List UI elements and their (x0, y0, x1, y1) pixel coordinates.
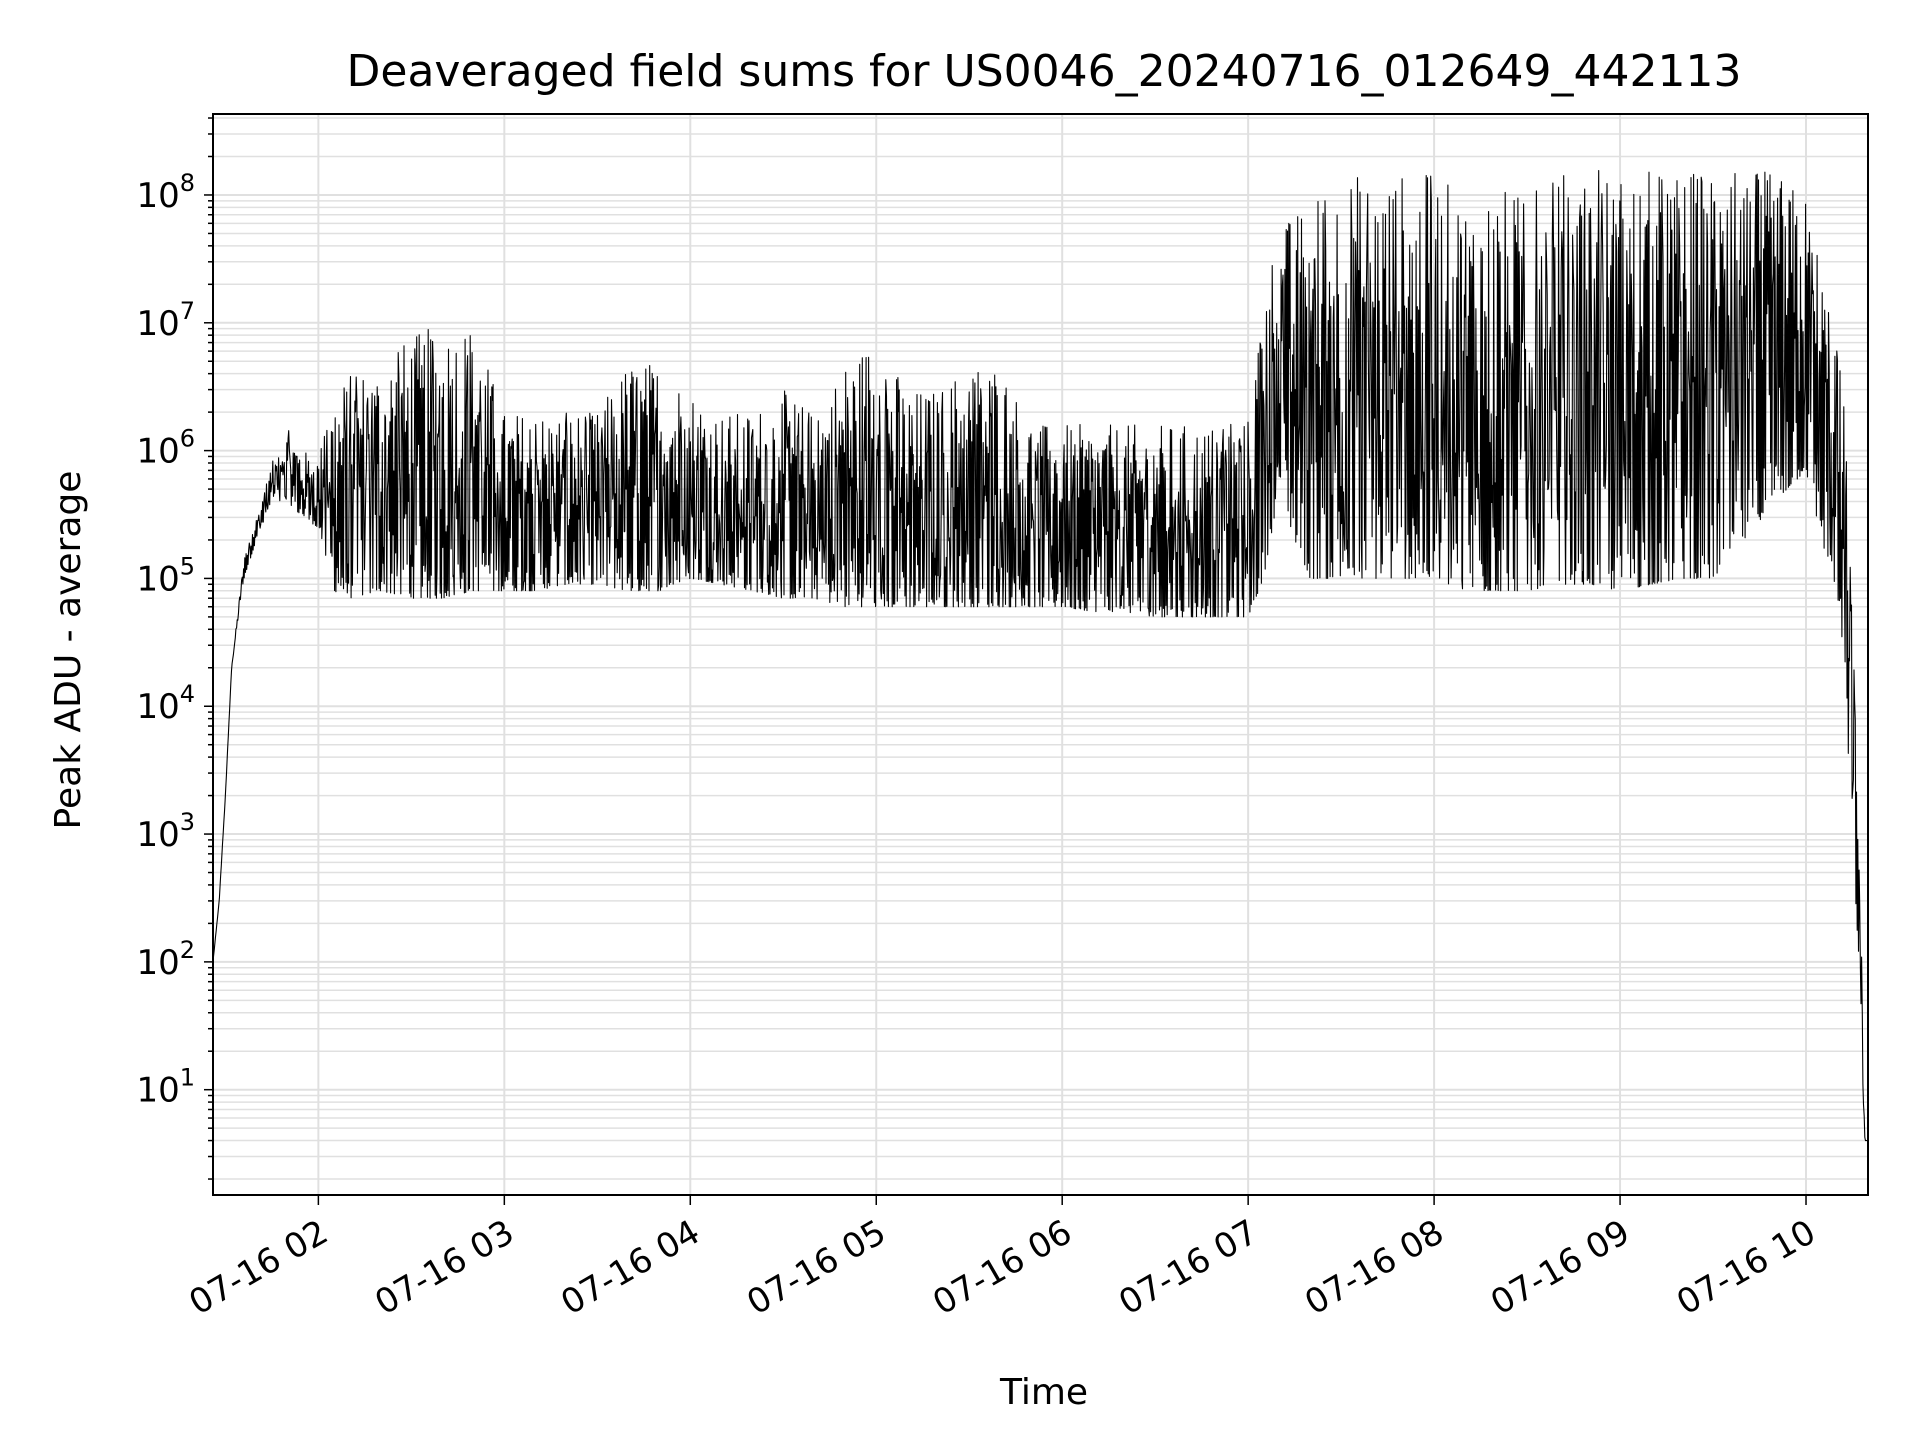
plot-area (212, 170, 1868, 1142)
y-tick-label: 108 (136, 169, 195, 216)
series-line (212, 170, 1868, 1142)
x-axis-label: Time (999, 1372, 1088, 1413)
axes-frame (212, 113, 1869, 1196)
y-tick-label: 107 (136, 297, 195, 344)
y-tick-label: 101 (136, 1064, 195, 1111)
y-tick-label: 106 (136, 425, 195, 472)
chart-title: Deaveraged field sums for US0046_2024071… (347, 46, 1742, 97)
y-tick-label: 105 (136, 552, 195, 599)
y-axis-label: Peak ADU - average (48, 471, 89, 830)
grid (213, 114, 1868, 1195)
y-tick-label: 104 (136, 680, 195, 727)
y-tick-label: 102 (136, 936, 195, 983)
y-tick-label: 103 (136, 808, 195, 855)
